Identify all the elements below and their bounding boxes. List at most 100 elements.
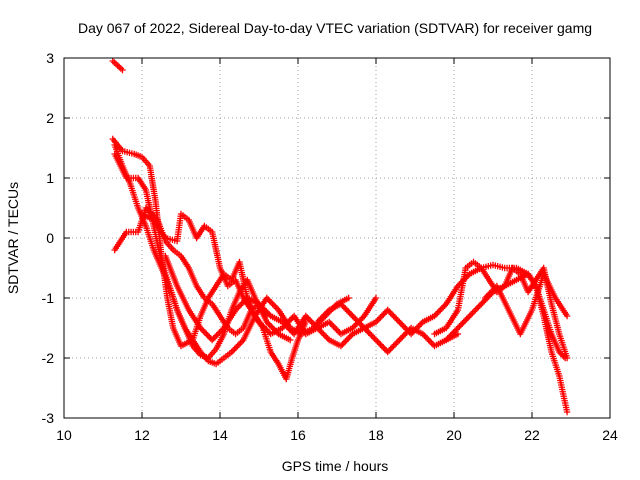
data-point — [377, 314, 384, 321]
data-point — [462, 317, 469, 324]
data-point — [353, 317, 361, 324]
data-point — [381, 309, 388, 317]
data-point — [463, 315, 470, 323]
x-tick-label: 18 — [368, 427, 384, 443]
data-point — [385, 308, 393, 315]
data-point — [388, 311, 396, 318]
data-point — [400, 323, 407, 330]
series-track-1 — [109, 57, 126, 74]
data-point — [237, 339, 244, 347]
data-point — [236, 302, 244, 309]
axis-ticks — [63, 57, 611, 419]
data-point — [368, 332, 375, 339]
data-point — [563, 312, 571, 320]
series-track-2 — [109, 135, 309, 383]
data-point — [209, 336, 216, 344]
data-point — [266, 297, 273, 305]
data-point — [384, 348, 391, 356]
series-track-6 — [138, 210, 270, 320]
data-point — [438, 305, 446, 312]
y-tick-label: 0 — [46, 230, 54, 246]
x-tick-label: 20 — [446, 427, 462, 443]
data-point — [346, 309, 353, 317]
data-point — [460, 318, 467, 326]
data-point — [416, 321, 424, 329]
data-point — [399, 321, 406, 329]
data-point — [425, 336, 432, 344]
data-point — [369, 333, 377, 341]
data-point — [453, 326, 460, 333]
data-point — [343, 336, 350, 344]
data-point — [272, 303, 279, 311]
data-point — [345, 335, 352, 342]
data-point — [435, 308, 443, 315]
data-point — [393, 315, 400, 323]
data-point — [391, 314, 399, 321]
data-point — [451, 327, 459, 335]
data-point — [396, 318, 403, 326]
y-tick-label: 2 — [46, 110, 54, 126]
x-tick-labels: 10 12 14 16 18 20 22 24 — [56, 427, 618, 443]
data-point — [235, 341, 243, 348]
data-point — [270, 302, 278, 309]
data-point — [342, 338, 349, 345]
data-point — [372, 294, 380, 302]
x-axis-label: GPS time / hours — [282, 458, 389, 474]
data-point — [345, 294, 352, 302]
data-point — [390, 312, 397, 320]
data-point — [475, 303, 482, 311]
data-point — [472, 306, 479, 314]
data-point — [371, 335, 378, 342]
data-point — [394, 317, 402, 324]
y-tick-labels: -3 -2 -1 0 1 2 3 — [42, 50, 55, 426]
data-point — [343, 306, 350, 314]
data-marks — [109, 57, 571, 416]
data-point — [333, 326, 340, 333]
data-point — [464, 314, 472, 321]
y-axis-label: SDTVAR / TECUs — [5, 182, 21, 294]
data-point — [287, 336, 294, 344]
data-point — [387, 345, 394, 353]
data-point — [327, 320, 334, 327]
x-tick-label: 10 — [56, 427, 72, 443]
data-point — [377, 341, 384, 348]
y-tick-label: 3 — [46, 50, 54, 66]
data-point — [206, 333, 213, 341]
data-point — [459, 320, 466, 327]
data-point — [352, 321, 359, 329]
data-point — [466, 312, 473, 320]
data-point — [563, 354, 571, 362]
x-tick-label: 16 — [290, 427, 306, 443]
data-point — [234, 342, 241, 350]
y-tick-label: -1 — [42, 290, 55, 306]
data-point — [211, 333, 219, 341]
data-point — [457, 321, 465, 329]
data-point — [356, 320, 364, 327]
data-point — [394, 338, 402, 345]
chart-title: Day 067 of 2022, Sidereal Day-to-day VTE… — [78, 20, 592, 36]
data-point — [381, 345, 388, 353]
data-point — [366, 330, 374, 338]
data-point — [563, 408, 571, 416]
data-point — [456, 323, 463, 330]
x-tick-label: 12 — [134, 427, 150, 443]
y-tick-label: 1 — [46, 170, 54, 186]
grid-lines — [64, 58, 610, 418]
data-point — [339, 341, 346, 348]
data-point — [422, 333, 429, 341]
data-point — [387, 309, 394, 317]
data-point — [232, 344, 240, 351]
data-point — [330, 323, 337, 330]
data-point — [478, 300, 485, 308]
data-point — [380, 344, 387, 351]
data-point — [346, 333, 353, 341]
data-point — [349, 312, 356, 320]
data-point — [231, 345, 238, 353]
data-point — [352, 315, 359, 323]
data-point — [423, 335, 431, 342]
data-point — [437, 306, 444, 314]
data-point — [378, 342, 386, 350]
data-point — [469, 309, 476, 317]
data-point — [269, 300, 276, 308]
data-point — [426, 338, 434, 345]
